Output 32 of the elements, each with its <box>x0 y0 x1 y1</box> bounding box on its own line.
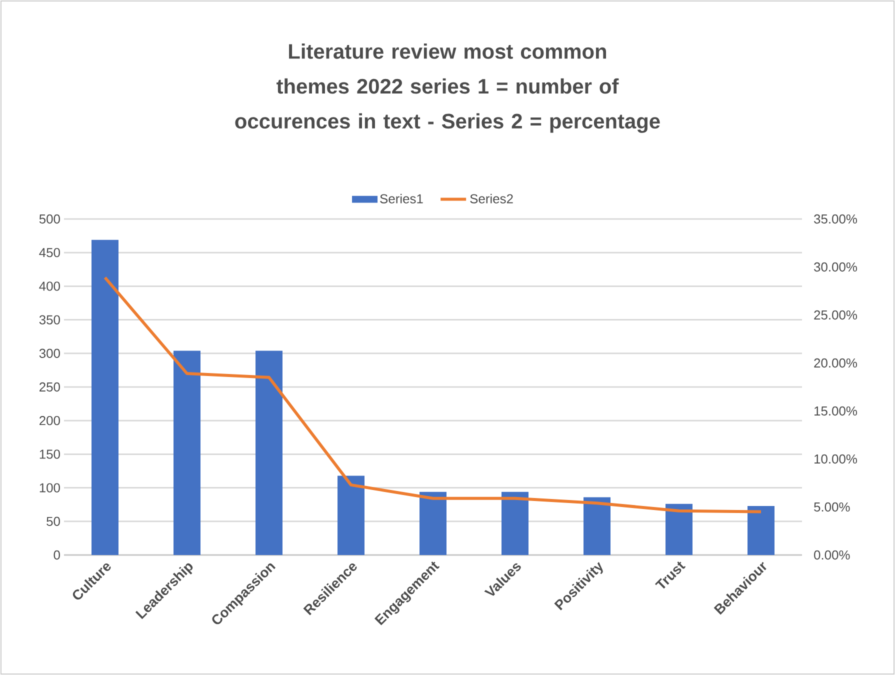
y2-tick-label: 5.00% <box>814 502 850 512</box>
y-tick-label: 250 <box>40 382 60 392</box>
y2-tick-label: 25.00% <box>814 310 857 320</box>
legend-label: Series2 <box>470 194 513 204</box>
y-tick-label: 300 <box>39 348 60 358</box>
bar <box>174 350 200 555</box>
y2-tick-label: 20.00% <box>814 358 857 368</box>
bar <box>502 492 529 555</box>
y-tick-label: 150 <box>40 450 60 459</box>
y-tick-label: 50 <box>46 516 60 526</box>
y-tick-label: 100 <box>40 483 60 492</box>
y-tick-label: 400 <box>39 282 60 291</box>
bar <box>584 497 611 555</box>
y2-tick-label: 10.00% <box>814 454 857 464</box>
y-tick-label: 200 <box>40 416 60 426</box>
y-tick-label: 450 <box>39 248 60 258</box>
y2-tick-label: 15.00% <box>814 406 857 416</box>
y-tick-label: 0 <box>54 550 60 560</box>
bar <box>420 492 447 555</box>
bar <box>666 504 693 555</box>
y-tick-label: 350 <box>39 315 60 324</box>
y2-tick-label: 35.00% <box>814 214 857 224</box>
bar <box>338 476 365 555</box>
bar <box>256 350 283 555</box>
bar <box>748 506 775 555</box>
y-tick-label: 500 <box>39 214 60 224</box>
legend-label: Series1 <box>380 194 423 204</box>
y2-tick-label: 30.00% <box>814 262 857 272</box>
bar <box>92 240 118 555</box>
chart-title: Literature review most common themes 2022 series 1 = number of occurences in text - Series 2 = percentage <box>235 44 660 133</box>
line-series <box>104 276 763 514</box>
y2-tick-label: 0.00% <box>814 550 850 560</box>
